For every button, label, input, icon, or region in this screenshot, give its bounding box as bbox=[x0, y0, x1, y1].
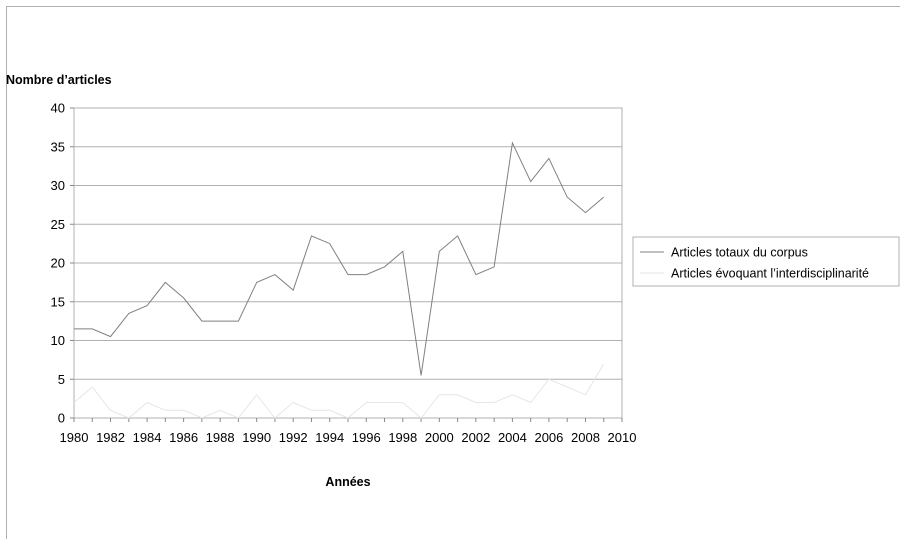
y-tick-label: 10 bbox=[51, 333, 65, 348]
series-line-2 bbox=[73, 363, 605, 419]
x-tick-label: 2002 bbox=[461, 430, 490, 445]
x-tick-label: 2006 bbox=[534, 430, 563, 445]
series-line-1 bbox=[74, 141, 605, 376]
y-tick-label: 15 bbox=[51, 294, 65, 309]
y-tick-label: 30 bbox=[51, 178, 65, 193]
legend-box bbox=[632, 236, 900, 287]
y-tick-label: 35 bbox=[51, 139, 65, 154]
x-axis-title: Années bbox=[325, 475, 370, 489]
legend-label-2: Articles évoquant l’interdisciplinarité bbox=[671, 267, 869, 281]
y-tick-label: 40 bbox=[51, 101, 65, 116]
y-tick-label: 25 bbox=[51, 217, 65, 232]
x-tick-label: 1988 bbox=[206, 430, 235, 445]
x-tick-label: 1992 bbox=[279, 430, 308, 445]
legend: Articles totaux du corpus Articles évoqua… bbox=[632, 236, 900, 287]
x-tick-label: 1994 bbox=[315, 430, 344, 445]
x-tick-label: 1986 bbox=[169, 430, 198, 445]
y-tick-label: 5 bbox=[58, 372, 65, 387]
y-axis-ticks: 0 5 10 15 20 25 30 35 40 bbox=[51, 101, 74, 426]
x-tick-label: 2008 bbox=[571, 430, 600, 445]
y-tick-label: 20 bbox=[51, 256, 65, 271]
x-tick-label: 1984 bbox=[133, 430, 162, 445]
x-tick-label: 1980 bbox=[60, 430, 89, 445]
y-tick-label: 0 bbox=[58, 411, 65, 426]
legend-label-1: Articles totaux du corpus bbox=[671, 246, 808, 260]
x-tick-label: 1998 bbox=[388, 430, 417, 445]
x-tick-label: 2004 bbox=[498, 430, 527, 445]
x-tick-label: 2010 bbox=[608, 430, 637, 445]
x-tick-label: 1990 bbox=[242, 430, 271, 445]
y-axis-title: Nombre d’articles bbox=[6, 73, 112, 87]
series-lines bbox=[73, 141, 605, 419]
gridlines bbox=[73, 107, 622, 419]
chart-frame bbox=[6, 6, 900, 539]
x-tick-label: 1996 bbox=[352, 430, 381, 445]
x-tick-label: 1982 bbox=[96, 430, 125, 445]
x-axis-ticks: 1980 1982 1984 1986 1988 1990 1992 1994 1996 1998… bbox=[60, 418, 637, 445]
x-tick-label: 2000 bbox=[425, 430, 454, 445]
